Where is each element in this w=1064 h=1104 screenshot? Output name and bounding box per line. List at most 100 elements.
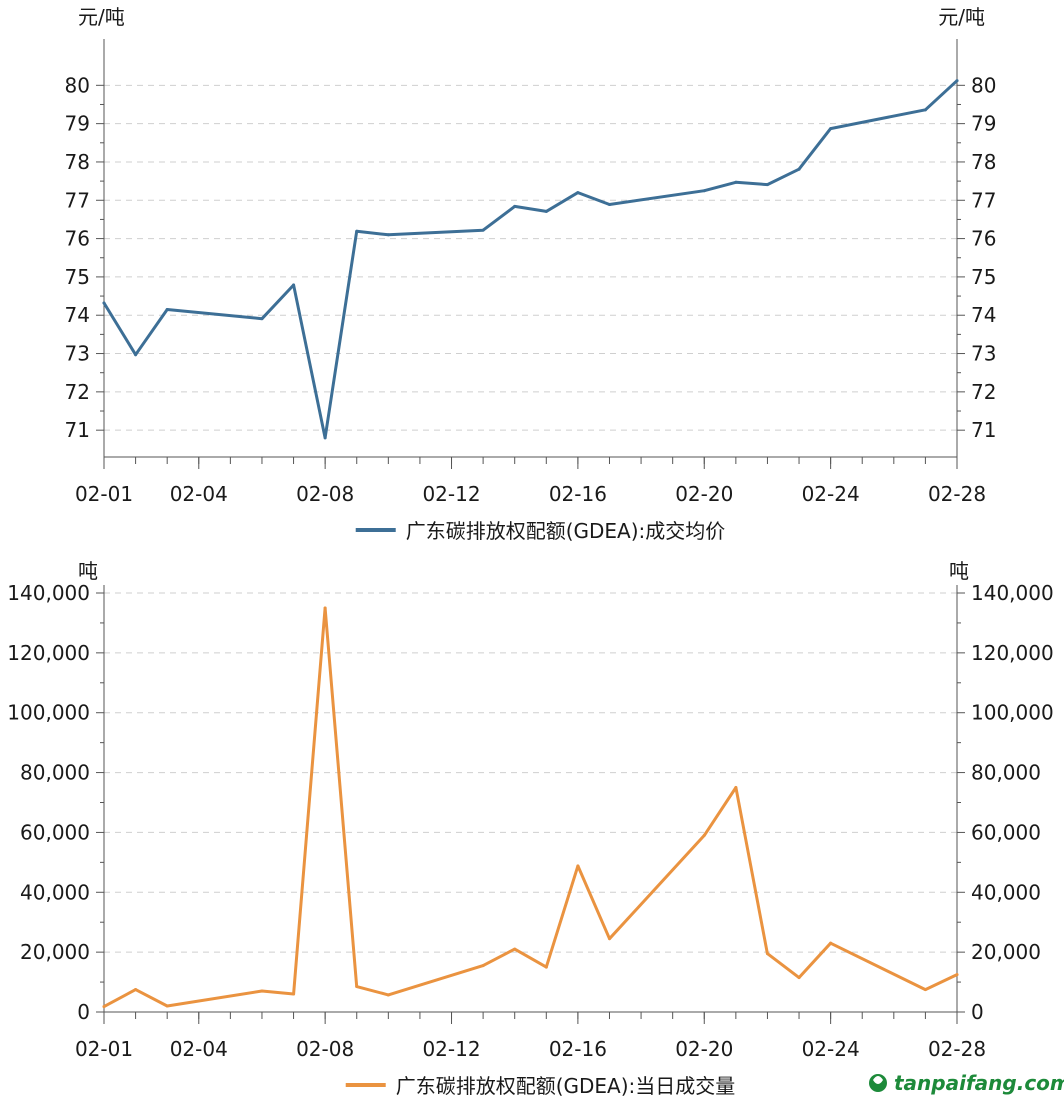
data-point (734, 180, 738, 184)
watermark: tanpaifang.com (869, 1071, 1064, 1095)
x-tick-label: 02-12 (422, 1037, 480, 1061)
series-line (102, 606, 959, 1009)
watermark-text: tanpaifang.com (894, 1071, 1064, 1095)
data-point (955, 79, 959, 83)
y-unit-label-right: 吨 (949, 559, 969, 583)
data-point (797, 167, 801, 171)
x-tick-label: 02-04 (170, 482, 228, 506)
y-unit-label-right: 元/吨 (938, 5, 985, 29)
data-point (386, 993, 390, 997)
data-point (260, 317, 264, 321)
data-point (829, 127, 833, 131)
legend: 广东碳排放权配额(GDEA):当日成交量 (345, 1074, 736, 1098)
series-line (102, 79, 959, 440)
data-point (292, 992, 296, 996)
x-tick-label: 02-08 (296, 1037, 354, 1061)
y-tick-label-left: 79 (65, 112, 90, 136)
data-point (607, 937, 611, 941)
data-point (355, 985, 359, 989)
data-point (355, 229, 359, 233)
chart-2: 0 0 20,000 20,000 40,000 40,000 60,000 60,000 80… (7, 559, 1053, 1098)
data-point (513, 947, 517, 951)
y-tick-label-right: 140,000 (971, 581, 1054, 605)
tanpaifang-logo-leaf (873, 1076, 883, 1084)
y-tick-label-right: 120,000 (971, 641, 1054, 665)
x-tick-label: 02-28 (928, 482, 986, 506)
x-tick-label: 02-12 (422, 482, 480, 506)
y-tick-label-right: 80,000 (971, 761, 1041, 785)
y-tick-label-right: 76 (971, 227, 996, 251)
y-unit-label-left: 吨 (78, 559, 98, 583)
data-point (923, 108, 927, 112)
x-tick-label: 02-16 (549, 482, 607, 506)
data-point (702, 833, 706, 837)
y-tick-label-right: 78 (971, 150, 996, 174)
data-point (544, 965, 548, 969)
data-point (576, 191, 580, 195)
data-point (134, 353, 138, 357)
y-tick-label-right: 72 (971, 380, 996, 404)
y-tick-label-right: 0 (971, 1000, 984, 1024)
y-tick-label-left: 140,000 (7, 581, 90, 605)
y-tick-label-left: 74 (65, 303, 90, 327)
legend-label: 广东碳排放权配额(GDEA):当日成交量 (396, 1074, 736, 1098)
data-point (544, 209, 548, 213)
y-tick-label-left: 80 (65, 73, 90, 97)
data-point (734, 786, 738, 790)
data-point (102, 301, 106, 305)
data-point (576, 864, 580, 868)
y-tick-label-left: 20,000 (20, 940, 90, 964)
data-point (702, 189, 706, 193)
y-tick-label-right: 77 (971, 188, 996, 212)
x-tick-label: 02-24 (802, 1037, 860, 1061)
y-tick-label-left: 0 (77, 1000, 90, 1024)
x-tick-label: 02-01 (75, 482, 133, 506)
data-point (134, 988, 138, 992)
y-tick-label-left: 71 (65, 418, 90, 442)
y-tick-label-right: 100,000 (971, 701, 1054, 725)
data-point (607, 202, 611, 206)
data-point (765, 183, 769, 187)
x-tick-label: 02-20 (675, 482, 733, 506)
y-tick-label-right: 75 (971, 265, 996, 289)
y-tick-label-right: 20,000 (971, 940, 1041, 964)
data-point (797, 976, 801, 980)
y-tick-label-right: 60,000 (971, 820, 1041, 844)
y-tick-label-left: 73 (65, 342, 90, 366)
data-point (165, 1004, 169, 1008)
data-point (481, 228, 485, 232)
x-tick-label: 02-08 (296, 482, 354, 506)
data-point (165, 307, 169, 311)
x-tick-label: 02-20 (675, 1037, 733, 1061)
data-point (829, 941, 833, 945)
x-tick-label: 02-04 (170, 1037, 228, 1061)
y-tick-label-right: 80 (971, 73, 996, 97)
data-point (323, 436, 327, 440)
y-tick-label-right: 74 (971, 303, 996, 327)
y-tick-label-left: 76 (65, 227, 90, 251)
data-point (386, 233, 390, 237)
legend: 广东碳排放权配额(GDEA):成交均价 (355, 519, 726, 543)
legend-label: 广东碳排放权配额(GDEA):成交均价 (406, 519, 726, 543)
y-tick-label-right: 79 (971, 112, 996, 136)
y-tick-label-left: 100,000 (7, 701, 90, 725)
y-tick-label-left: 78 (65, 150, 90, 174)
data-point (923, 988, 927, 992)
data-point (323, 606, 327, 610)
x-tick-label: 02-24 (802, 482, 860, 506)
y-tick-label-left: 77 (65, 188, 90, 212)
x-tick-label: 02-01 (75, 1037, 133, 1061)
y-tick-label-right: 73 (971, 342, 996, 366)
y-tick-label-right: 40,000 (971, 880, 1041, 904)
x-tick-label: 02-16 (549, 1037, 607, 1061)
y-tick-label-left: 40,000 (20, 880, 90, 904)
data-point (513, 204, 517, 208)
chart-1: 71 71 72 72 73 73 74 74 75 75 76 76 77 77 78 78 79 79 80 80… (65, 5, 997, 543)
x-tick-label: 02-28 (928, 1037, 986, 1061)
data-point (292, 283, 296, 287)
y-tick-label-left: 72 (65, 380, 90, 404)
data-point (765, 952, 769, 956)
data-point (260, 989, 264, 993)
y-unit-label-left: 元/吨 (78, 5, 125, 29)
